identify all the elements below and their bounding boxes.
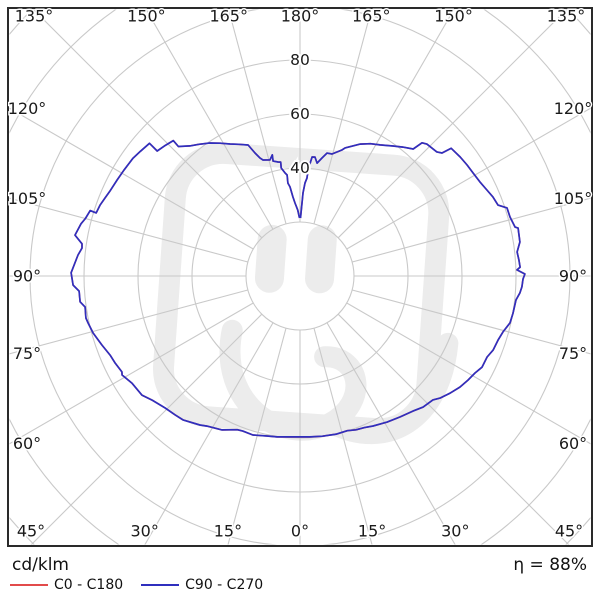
radial-label-80: 80: [290, 51, 310, 69]
curves: [70, 139, 526, 438]
c90-c270-legend-swatch: [141, 584, 180, 586]
angle-label-105°: 105°: [554, 189, 593, 208]
chart-border: [7, 7, 593, 547]
angle-label-60°: 60°: [13, 434, 41, 453]
angle-label-30°: 30°: [131, 522, 159, 541]
angle-label-60°: 60°: [559, 434, 587, 453]
radial-label-60: 60: [290, 105, 310, 123]
angle-label-150°: 150°: [434, 7, 473, 26]
angle-label-15°: 15°: [214, 522, 242, 541]
radial-labels: 40 60 80: [288, 49, 312, 179]
c90-c270-legend-label: C90 - C270: [185, 577, 264, 593]
watermark-logo: [152, 142, 459, 445]
angle-label-90°: 90°: [559, 267, 587, 286]
units-label: cd/klm: [12, 555, 69, 575]
angle-label-15°: 15°: [358, 522, 386, 541]
c90-c270-curve: [70, 139, 526, 438]
radial-label-40: 40: [290, 159, 310, 177]
efficiency-label: η = 88%: [513, 555, 587, 575]
angle-label-105°: 105°: [8, 189, 47, 208]
angle-label-75°: 75°: [559, 344, 587, 363]
angle-label-120°: 120°: [8, 99, 47, 118]
angle-label-30°: 30°: [441, 522, 469, 541]
angle-labels: 0° 15° 15° 30° 30° 45° 45° 60° 60° 75° 75° 90° 90° 10…: [6, 5, 594, 542]
angle-label-150°: 150°: [127, 7, 166, 26]
angle-label-165°: 165°: [352, 7, 391, 26]
angle-label-135°: 135°: [547, 7, 586, 26]
angle-label-45°: 45°: [555, 522, 583, 541]
angle-label-120°: 120°: [554, 99, 593, 118]
angle-label-45°: 45°: [17, 522, 45, 541]
angle-label-180°: 180°: [281, 7, 320, 26]
legend: C0 - C180 C90 - C270: [10, 577, 263, 593]
angle-label-75°: 75°: [13, 344, 41, 363]
angle-label-0°: 0°: [291, 522, 309, 541]
c0-c180-legend-swatch: [10, 584, 48, 586]
angle-label-90°: 90°: [13, 267, 41, 286]
angle-label-135°: 135°: [15, 7, 54, 26]
c0-c180-legend-label: C0 - C180: [54, 577, 124, 593]
angle-label-165°: 165°: [209, 7, 248, 26]
